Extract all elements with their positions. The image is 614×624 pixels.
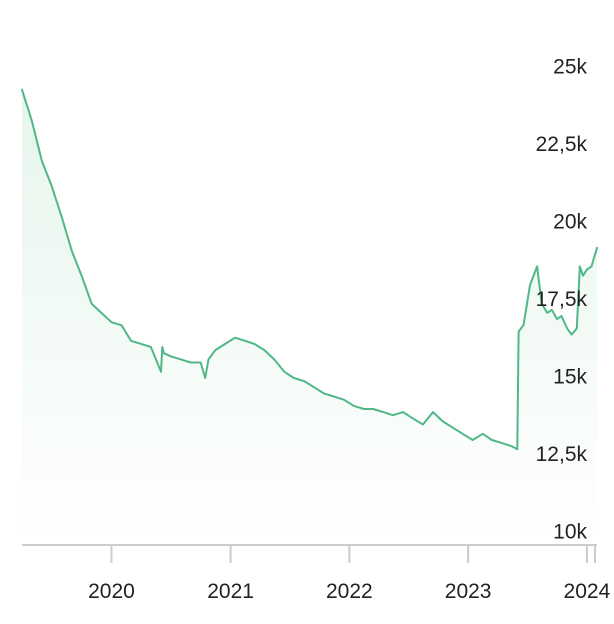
y-tick-label: 25k [553,56,587,79]
x-tick-label: 2022 [326,580,373,603]
series-area [22,89,597,545]
y-tick-label: 12,5k [536,443,588,466]
x-tick-label: 2024 [564,580,611,603]
y-tick-label: 10k [553,521,587,544]
y-tick-label: 22,5k [536,133,588,156]
series-line [21,88,598,451]
x-tick-label: 2023 [445,580,492,603]
x-tick-label: 2020 [88,580,135,603]
x-tick-label: 2021 [207,580,254,603]
y-tick-label: 15k [553,366,587,389]
y-tick-label: 17,5k [536,288,588,311]
y-tick-label: 20k [553,211,587,234]
